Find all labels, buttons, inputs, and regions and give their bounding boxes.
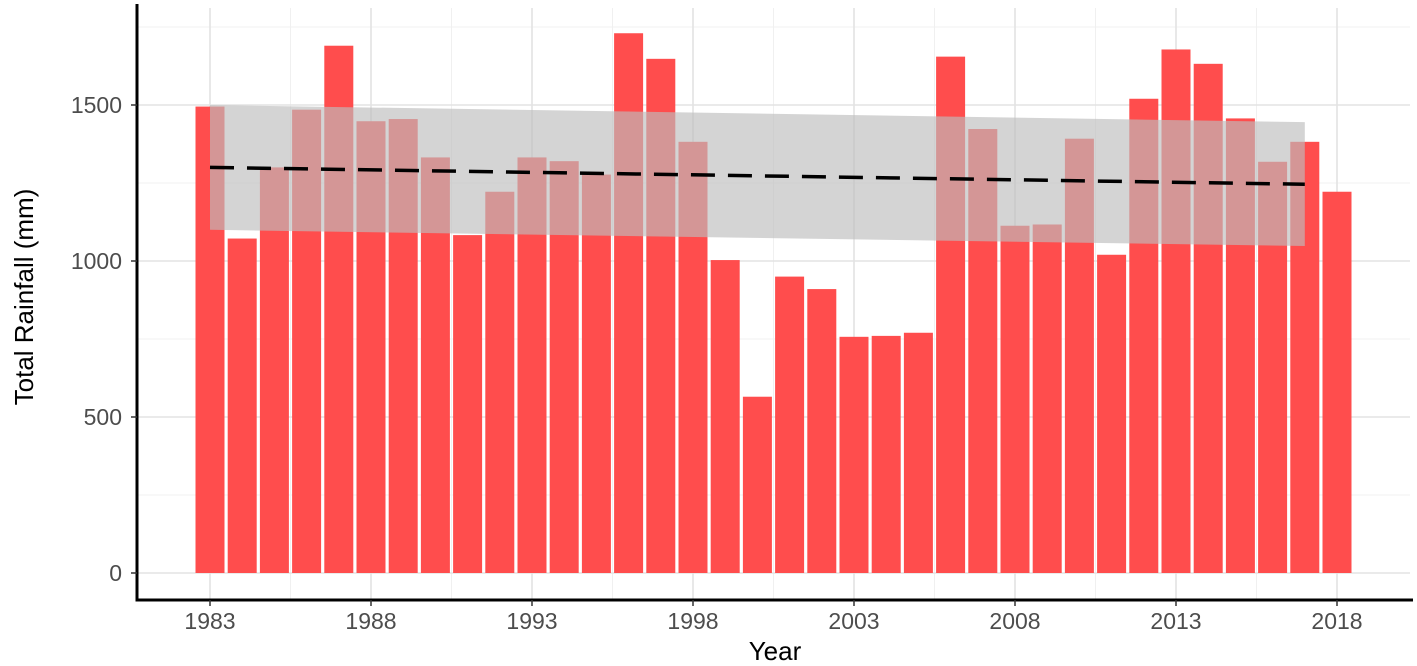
x-tick-label: 2003 [828, 608, 879, 634]
bar-2008 [1000, 225, 1030, 573]
y-tick-label: 1500 [71, 92, 122, 118]
x-axis-title: Year [749, 636, 802, 666]
bar-2000 [742, 396, 772, 573]
y-tick-label: 500 [84, 404, 122, 430]
bar-2001 [775, 276, 805, 573]
y-axis-title: Total Rainfall (mm) [9, 189, 39, 406]
x-tick-label: 1998 [667, 608, 718, 634]
x-tick-label: 2008 [989, 608, 1040, 634]
x-tick-label: 2013 [1150, 608, 1201, 634]
x-tick-label: 1993 [506, 608, 557, 634]
trend-layer [209, 105, 1305, 247]
confidence-band [210, 105, 1305, 247]
y-tick-label: 1000 [71, 248, 122, 274]
bar-1995 [581, 174, 611, 574]
bar-2003 [839, 336, 869, 573]
bar-2018 [1322, 191, 1352, 573]
bar-1999 [710, 260, 740, 573]
bar-1984 [227, 238, 257, 573]
tick-labels: 0 500 1000 1500 1983 1988 1993 1998 2003 2008 2013… [71, 92, 1363, 634]
bar-2011 [1097, 254, 1127, 573]
bar-1992 [485, 191, 515, 573]
bar-2004 [871, 335, 901, 573]
bar-1985 [259, 167, 289, 573]
x-tick-label: 1983 [184, 608, 235, 634]
x-tick-label: 2018 [1311, 608, 1362, 634]
x-tick-label: 1988 [345, 608, 396, 634]
y-tick-label: 0 [109, 560, 122, 586]
bar-2009 [1032, 224, 1062, 573]
bar-2002 [807, 289, 837, 573]
bar-1991 [453, 235, 483, 573]
bar-2005 [903, 332, 933, 573]
axes [131, 4, 1413, 606]
